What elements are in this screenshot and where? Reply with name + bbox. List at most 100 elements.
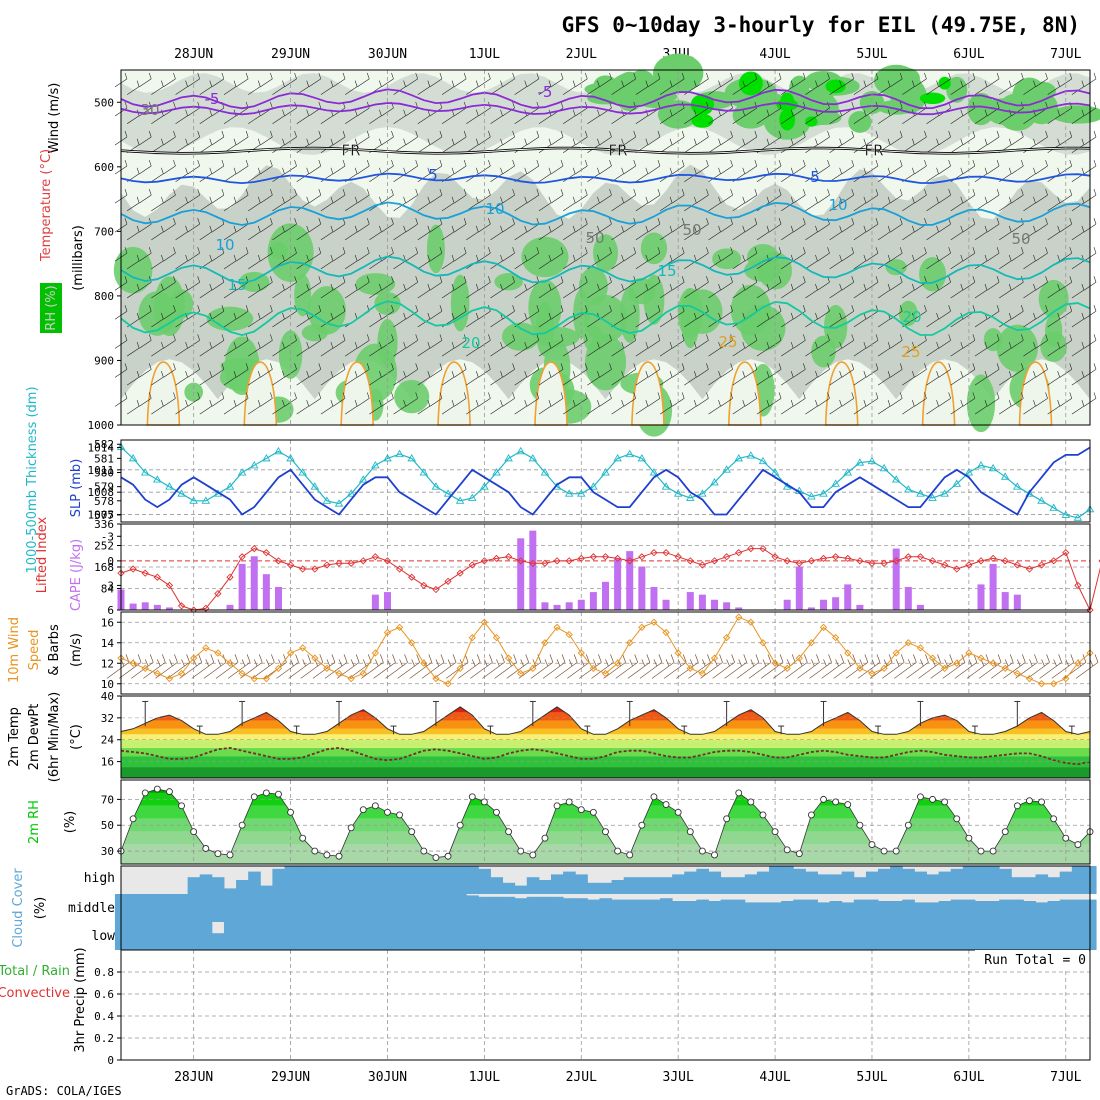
wind-barb (405, 305, 418, 320)
wind-barb (369, 312, 382, 328)
lifted-index-marker (177, 602, 186, 610)
wind-barb (926, 80, 939, 95)
wind-barb (550, 72, 564, 88)
lifted-index-marker (686, 557, 694, 565)
wind-barb (635, 312, 649, 328)
wind-barb-10m (288, 654, 312, 679)
wind-barb (260, 130, 273, 146)
wind-barb (793, 159, 806, 175)
wind-barb (768, 276, 782, 291)
rh-marker (929, 795, 936, 803)
wind-barb (514, 225, 527, 241)
y-tick-label: 30 (101, 845, 114, 858)
rh-marker (480, 798, 488, 806)
thickness-marker (165, 482, 174, 490)
rh-marker (626, 851, 634, 859)
wind-barb (502, 247, 515, 262)
wind-barb (672, 218, 685, 233)
date-label-bottom: 5JUL (856, 1070, 887, 1085)
wind-barb (635, 167, 649, 183)
wind-speed-marker (819, 623, 828, 632)
cape-bar (274, 586, 282, 610)
wind-barb (332, 72, 346, 88)
rh-marker (347, 824, 355, 832)
wind-barb (877, 109, 891, 124)
cloud-bar (987, 866, 1000, 894)
rh-marker (1025, 797, 1033, 805)
wind-barb-10m (991, 654, 1014, 679)
wind-barb (538, 371, 552, 386)
wind-barb (441, 80, 455, 95)
rh-marker (602, 828, 609, 836)
wind-barb (890, 130, 903, 146)
wind-barb-10m (191, 654, 215, 679)
wind-barb (538, 196, 552, 212)
date-label-bottom: 2JUL (566, 1070, 597, 1085)
rh-shading-green-top (946, 76, 968, 103)
axis-label: 2m Temp (7, 707, 22, 767)
wind-speed-marker (190, 654, 198, 662)
thickness-marker (940, 489, 949, 497)
wind-barb (526, 392, 540, 407)
wind-speed-marker (480, 618, 489, 626)
y-tick-label: 900 (94, 354, 114, 367)
wind-barb (1071, 312, 1085, 328)
wind-barb (466, 312, 479, 328)
wind-barb (599, 130, 612, 146)
wind-barb (308, 363, 322, 378)
wind-barb-10m (1015, 654, 1038, 679)
wind-barb (623, 159, 637, 175)
wind-barb (914, 363, 927, 378)
wind-barb (744, 392, 758, 407)
rh-shading-green (426, 224, 445, 274)
cloud-bar (1035, 874, 1049, 894)
rh-shading-green (640, 232, 668, 265)
cloud-bar (151, 922, 164, 950)
wind-barb (490, 167, 503, 183)
wind-barb (332, 276, 346, 291)
wind-barb (805, 371, 818, 386)
wind-barb (890, 218, 903, 233)
cloud-bar (974, 901, 988, 922)
wind-barb (829, 196, 842, 212)
wind-barb (429, 363, 443, 378)
rh-shading-green (307, 286, 346, 335)
wind-barb (599, 363, 612, 378)
date-label-top: 30JUN (368, 47, 407, 62)
y-tick-label: 32 (101, 712, 114, 725)
wind-barb (623, 305, 637, 320)
temperature-band (121, 734, 1090, 740)
wind-barb (575, 218, 588, 233)
lifted-index-marker (299, 565, 307, 573)
wind-barb (260, 305, 273, 320)
cape-bar (1001, 592, 1009, 610)
wind-barb (139, 392, 152, 407)
cloud-bar (563, 898, 576, 922)
wind-speed-marker (601, 669, 610, 678)
wind-barb (853, 283, 867, 299)
temperature-band (121, 739, 1090, 748)
date-label-top: 4JUL (759, 47, 790, 62)
wind-speed-marker (202, 644, 210, 652)
wind-barb (890, 276, 903, 291)
wind-barb (829, 400, 842, 415)
rh-marker (432, 854, 440, 861)
wind-barb (756, 400, 770, 415)
wind-speed-marker (565, 630, 573, 639)
wind-barb (211, 247, 225, 262)
wind-barb (126, 254, 140, 270)
rh-shading-green (269, 242, 288, 260)
date-label-top: 6JUL (953, 47, 984, 62)
temperature-contour-label: 10 (828, 196, 847, 214)
wind-barb (647, 363, 661, 378)
wind-barb (587, 196, 600, 212)
cape-bar (589, 592, 597, 610)
wind-barb-10m (567, 654, 590, 679)
wind-barb (781, 283, 794, 299)
panel-border (120, 611, 1091, 695)
wind-barb (950, 371, 964, 386)
thickness-marker (686, 493, 695, 501)
cloud-bar (660, 922, 673, 950)
wind-barb (635, 341, 649, 357)
cloud-bar (841, 922, 855, 950)
